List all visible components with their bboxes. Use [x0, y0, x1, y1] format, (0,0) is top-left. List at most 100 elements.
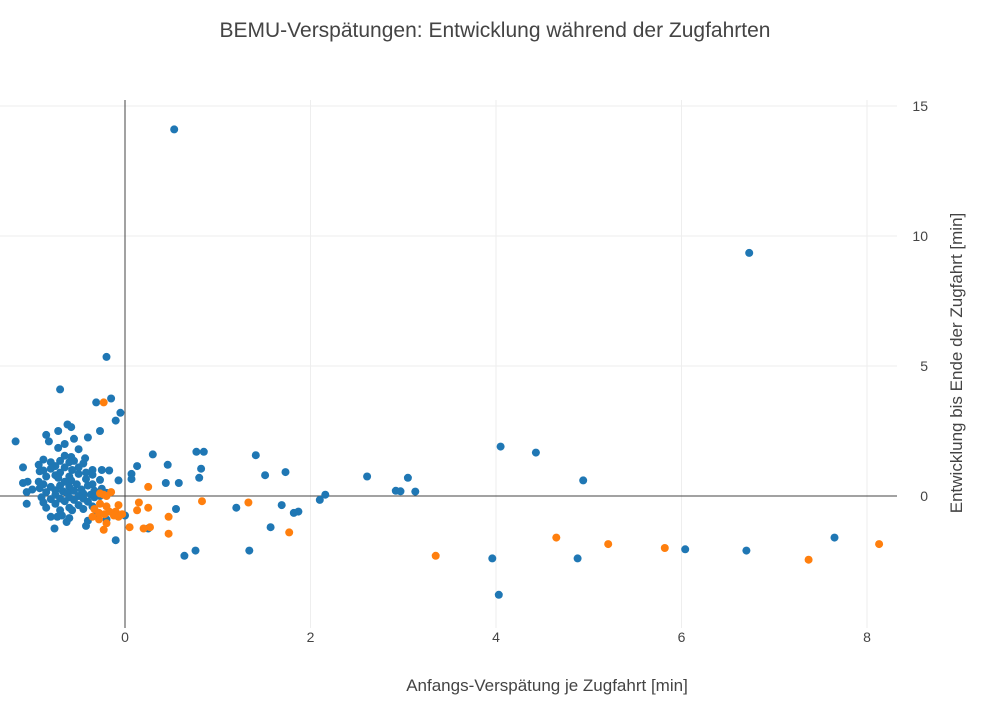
data-point-series-a[interactable] — [163, 460, 172, 469]
data-point-series-a[interactable] — [74, 463, 83, 472]
data-point-series-a[interactable] — [579, 476, 588, 485]
data-point-series-a[interactable] — [127, 475, 136, 484]
data-point-series-b[interactable] — [100, 510, 109, 519]
data-point-series-a[interactable] — [266, 523, 275, 532]
data-point-series-a[interactable] — [96, 475, 104, 484]
data-point-series-a[interactable] — [74, 445, 83, 454]
data-point-series-a[interactable] — [42, 430, 51, 439]
data-point-series-a[interactable] — [180, 551, 189, 560]
data-point-series-a[interactable] — [573, 554, 582, 563]
data-point-series-a[interactable] — [232, 503, 241, 512]
data-point-series-a[interactable] — [42, 488, 51, 497]
data-point-series-a[interactable] — [191, 546, 200, 555]
data-point-series-a[interactable] — [82, 475, 90, 484]
data-point-series-a[interactable] — [70, 434, 78, 443]
data-point-series-a[interactable] — [82, 521, 90, 530]
data-point-series-a[interactable] — [116, 408, 125, 417]
data-point-series-b[interactable] — [102, 492, 111, 500]
data-point-series-a[interactable] — [90, 493, 99, 502]
data-point-series-a[interactable] — [102, 352, 111, 361]
data-point-series-b[interactable] — [114, 501, 123, 510]
data-point-series-a[interactable] — [494, 590, 503, 599]
data-point-series-a[interactable] — [488, 554, 497, 563]
data-point-series-a[interactable] — [496, 442, 505, 451]
data-point-series-a[interactable] — [46, 464, 55, 473]
data-point-series-a[interactable] — [70, 495, 78, 504]
data-point-series-a[interactable] — [19, 479, 27, 487]
data-point-series-a[interactable] — [92, 398, 101, 407]
data-point-series-a[interactable] — [161, 479, 170, 487]
data-point-series-a[interactable] — [56, 385, 65, 394]
data-point-series-b[interactable] — [144, 503, 153, 512]
data-point-series-b[interactable] — [99, 525, 108, 534]
data-point-series-a[interactable] — [22, 499, 31, 508]
data-point-series-a[interactable] — [251, 451, 260, 460]
data-point-series-a[interactable] — [54, 443, 63, 452]
data-point-series-a[interactable] — [133, 462, 142, 471]
data-point-series-a[interactable] — [54, 473, 63, 482]
data-point-series-a[interactable] — [22, 488, 31, 497]
data-point-series-a[interactable] — [60, 463, 69, 472]
data-point-series-b[interactable] — [96, 489, 104, 498]
data-point-series-a[interactable] — [114, 476, 123, 485]
data-point-series-a[interactable] — [197, 464, 206, 473]
data-point-series-b[interactable] — [164, 512, 173, 521]
data-point-series-a[interactable] — [830, 533, 839, 542]
data-point-series-a[interactable] — [396, 487, 405, 496]
data-point-series-a[interactable] — [46, 512, 55, 521]
data-point-series-a[interactable] — [745, 248, 754, 257]
data-point-series-a[interactable] — [742, 546, 751, 555]
data-point-series-b[interactable] — [244, 498, 253, 507]
data-point-series-a[interactable] — [277, 501, 286, 510]
data-point-series-a[interactable] — [195, 473, 204, 482]
data-point-series-a[interactable] — [72, 480, 81, 489]
data-point-series-a[interactable] — [62, 518, 71, 526]
data-point-series-a[interactable] — [83, 481, 92, 490]
data-point-series-a[interactable] — [44, 437, 53, 446]
data-point-series-a[interactable] — [70, 486, 78, 495]
data-point-series-a[interactable] — [245, 546, 254, 555]
data-point-series-b[interactable] — [804, 555, 813, 564]
data-point-series-a[interactable] — [82, 468, 90, 477]
data-point-series-a[interactable] — [11, 437, 20, 446]
data-point-series-a[interactable] — [19, 463, 27, 472]
data-point-series-a[interactable] — [60, 440, 69, 448]
data-point-series-a[interactable] — [170, 125, 179, 134]
data-point-series-a[interactable] — [35, 467, 44, 476]
data-point-series-b[interactable] — [134, 498, 143, 507]
data-point-series-b[interactable] — [99, 398, 108, 407]
data-point-series-a[interactable] — [321, 490, 330, 499]
data-point-series-a[interactable] — [60, 451, 69, 460]
data-point-series-a[interactable] — [54, 427, 63, 435]
data-point-series-a[interactable] — [199, 447, 208, 456]
data-point-series-b[interactable] — [95, 515, 103, 524]
data-point-series-a[interactable] — [315, 495, 324, 504]
data-point-series-a[interactable] — [97, 466, 106, 474]
data-point-series-b[interactable] — [875, 540, 884, 549]
data-point-series-a[interactable] — [34, 460, 43, 469]
data-point-series-a[interactable] — [68, 506, 77, 515]
data-point-series-b[interactable] — [139, 524, 148, 533]
data-point-series-a[interactable] — [42, 503, 51, 512]
data-point-series-b[interactable] — [114, 512, 123, 521]
data-point-series-a[interactable] — [289, 508, 298, 517]
data-point-series-a[interactable] — [79, 505, 88, 513]
data-point-series-a[interactable] — [403, 473, 412, 482]
data-point-series-a[interactable] — [111, 536, 120, 545]
data-point-series-a[interactable] — [96, 427, 104, 435]
data-point-series-b[interactable] — [146, 523, 154, 532]
data-point-series-a[interactable] — [50, 524, 59, 533]
data-point-series-a[interactable] — [74, 469, 83, 478]
data-point-series-a[interactable] — [174, 479, 183, 487]
data-point-series-b[interactable] — [198, 497, 206, 506]
data-point-series-a[interactable] — [67, 423, 76, 432]
data-point-series-a[interactable] — [67, 476, 76, 485]
data-point-series-b[interactable] — [660, 544, 669, 552]
data-point-series-b[interactable] — [96, 499, 104, 508]
data-point-series-a[interactable] — [39, 455, 48, 464]
data-point-series-a[interactable] — [107, 394, 116, 403]
data-point-series-a[interactable] — [60, 497, 69, 506]
data-point-series-b[interactable] — [164, 529, 173, 538]
data-point-series-a[interactable] — [35, 484, 44, 493]
data-point-series-a[interactable] — [111, 416, 120, 425]
